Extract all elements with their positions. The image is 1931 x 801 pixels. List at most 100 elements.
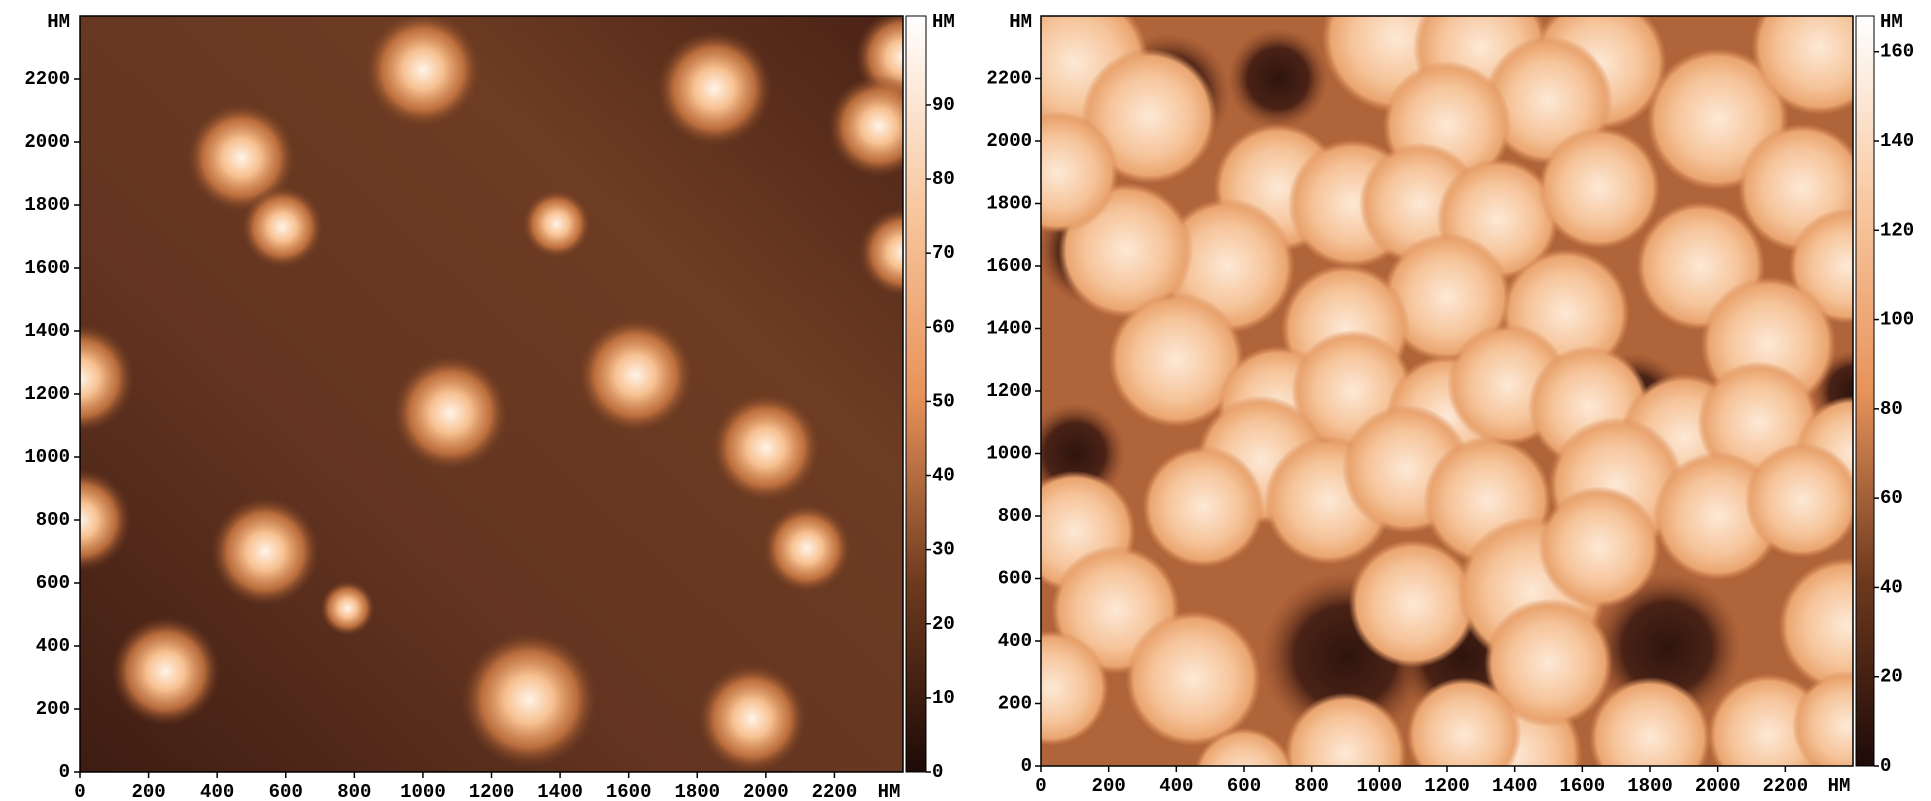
height-image [80, 16, 903, 772]
particle [1589, 676, 1711, 766]
y-tick-label: 0 [1021, 755, 1032, 777]
particle [364, 16, 482, 128]
particle [1792, 671, 1853, 766]
y-tick-label: 1000 [986, 443, 1032, 465]
x-tick-label: 1400 [537, 781, 583, 801]
particle [577, 316, 694, 434]
colorbar-tick-label: 60 [1880, 487, 1903, 509]
particle [1142, 445, 1265, 568]
x-tick-label: 400 [200, 781, 234, 801]
colorbar [1855, 15, 1875, 767]
particle [762, 503, 852, 593]
gap [1227, 27, 1329, 130]
colorbar-tick-label: 40 [1880, 576, 1903, 598]
x-tick-label: 800 [337, 781, 371, 801]
x-unit: НМ [878, 781, 901, 801]
y-tick-label: 2000 [986, 130, 1032, 152]
colorbar-tick-label: 80 [932, 168, 955, 190]
particle [1041, 630, 1109, 746]
y-tick-label: 800 [998, 505, 1032, 527]
y-tick-label: 800 [36, 509, 70, 531]
particle [1284, 692, 1407, 766]
colorbar-tick-label: 30 [932, 539, 955, 561]
x-tick-label: 200 [131, 781, 165, 801]
y-unit: НМ [1009, 11, 1032, 33]
x-tick-label: 200 [1092, 775, 1126, 797]
colorbar-tick-label: 100 [1880, 309, 1914, 331]
y-tick-label: 1800 [986, 193, 1032, 215]
x-tick-label: 2000 [1695, 775, 1741, 797]
x-tick-label: 2200 [1763, 775, 1809, 797]
x-tick-label: 1800 [674, 781, 720, 801]
particle [1125, 610, 1261, 747]
y-tick-label: 1400 [24, 320, 70, 342]
y-tick-label: 400 [36, 635, 70, 657]
particle [1108, 292, 1245, 428]
colorbar-tick-label: 70 [932, 242, 955, 264]
particle [656, 30, 773, 147]
y-tick-label: 600 [998, 568, 1032, 590]
colorbar-tick-label: 50 [932, 390, 955, 412]
particle [320, 580, 375, 636]
colorbar-tick-label: 160 [1880, 41, 1914, 63]
particle [80, 323, 135, 434]
colorbar-unit: НМ [932, 11, 955, 33]
y-tick-label: 1000 [24, 446, 70, 468]
x-tick-label: 1800 [1627, 775, 1673, 797]
x-tick-label: 1200 [1424, 775, 1470, 797]
y-tick-label: 200 [36, 698, 70, 720]
particle [1382, 232, 1512, 362]
particle [1538, 486, 1661, 609]
colorbar-tick-label: 120 [1880, 219, 1914, 241]
particle [392, 354, 509, 472]
x-tick-label: 1200 [469, 781, 515, 801]
particle [1081, 48, 1217, 184]
height-image [1041, 16, 1853, 766]
particle [1744, 442, 1853, 558]
colorbar [905, 15, 927, 773]
particle [460, 630, 598, 769]
particle [1538, 126, 1661, 249]
particle [1778, 557, 1853, 694]
y-tick-label: 1400 [986, 318, 1032, 340]
x-tick-label: 600 [269, 781, 303, 801]
colorbar-tick-label: 140 [1880, 130, 1914, 152]
particle [110, 616, 221, 727]
y-tick-label: 200 [998, 693, 1032, 715]
y-tick-label: 2200 [24, 68, 70, 90]
y-unit: НМ [47, 11, 70, 33]
y-tick-label: 1600 [24, 257, 70, 279]
y-tick-label: 1200 [24, 383, 70, 405]
y-tick-label: 0 [59, 761, 70, 783]
y-tick-label: 600 [36, 572, 70, 594]
x-tick-label: 400 [1159, 775, 1193, 797]
colorbar-tick-label: 40 [932, 465, 955, 487]
y-tick-label: 2000 [24, 131, 70, 153]
x-tick-label: 0 [74, 781, 85, 801]
colorbar-tick-label: 0 [1880, 755, 1891, 777]
colorbar-tick-label: 0 [932, 761, 943, 783]
x-tick-label: 600 [1227, 775, 1261, 797]
particle [1348, 539, 1478, 668]
colorbar-tick-label: 20 [932, 613, 955, 635]
particle [186, 102, 297, 213]
x-tick-label: 1600 [606, 781, 652, 801]
x-tick-label: 1000 [400, 781, 446, 801]
y-tick-label: 1600 [986, 255, 1032, 277]
x-tick-label: 800 [1295, 775, 1329, 797]
y-tick-label: 400 [998, 630, 1032, 652]
x-tick-label: 1000 [1357, 775, 1403, 797]
particle [827, 74, 903, 178]
x-tick-label: 1400 [1492, 775, 1538, 797]
y-tick-label: 2200 [986, 68, 1032, 90]
particle [210, 496, 321, 607]
x-tick-label: 2200 [812, 781, 858, 801]
colorbar-tick-label: 20 [1880, 666, 1903, 688]
particle [1751, 16, 1853, 115]
colorbar-tick-label: 90 [932, 94, 955, 116]
particle [697, 663, 807, 772]
particle [1194, 727, 1294, 766]
particle [241, 185, 324, 269]
particle [710, 392, 821, 503]
